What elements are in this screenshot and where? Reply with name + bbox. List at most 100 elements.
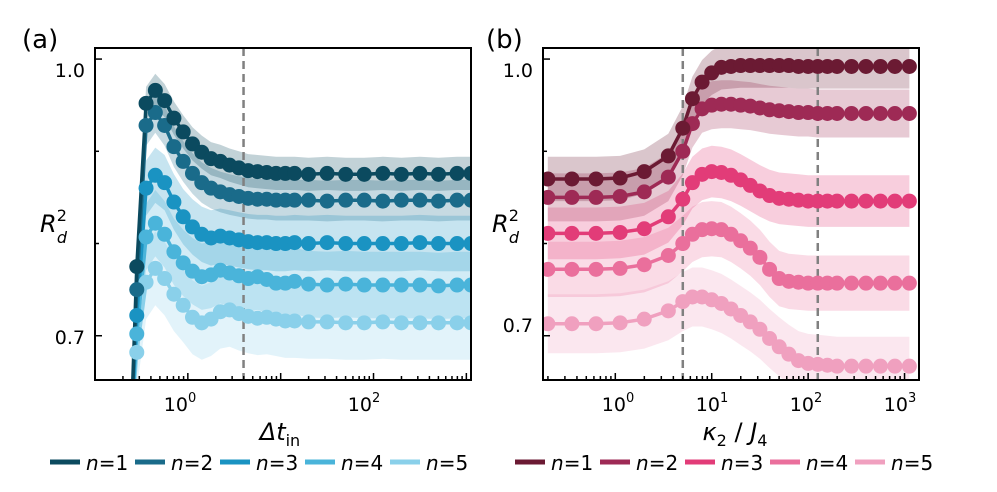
panel-a-band-n=3 [133, 147, 471, 380]
panel-a-point-n=1-18 [301, 166, 317, 182]
panel-a-point-n=3-26 [449, 236, 465, 252]
panel-b-point-n=4-13 [742, 240, 758, 256]
legend-a-label-n2: n=2 [171, 451, 213, 475]
panel-b-band-n=1 [547, 48, 910, 202]
panel-b-point-n=1-23 [844, 58, 860, 74]
panel-b-point-n=4-3 [612, 260, 628, 276]
panel-b-point-n=2-0 [543, 189, 556, 205]
panel-a-point-n=3-4 [166, 194, 182, 210]
panel-b-point-n=4-5 [660, 248, 676, 263]
panel-b-point-n=5-25 [872, 358, 888, 374]
panel-a-point-n=5-0 [129, 344, 145, 360]
legend-a-item-n5: n=5 [390, 451, 468, 475]
panel-a-point-n=4-3 [157, 226, 173, 242]
legend-a-item-n2: n=2 [135, 451, 213, 475]
panel-a-point-n=5-4 [166, 286, 182, 302]
legend-a-label-n1: n=1 [86, 451, 128, 475]
panel-b-point-n=4-1 [564, 261, 580, 277]
panel-b-point-n=4-14 [752, 249, 768, 265]
legend-b-item-n3: n=3 [685, 451, 763, 475]
panel-a-point-n=4-27 [463, 277, 471, 293]
panel-a-point-n=1-0 [129, 259, 145, 275]
panel-a-point-n=2-2 [147, 105, 163, 121]
legend-b-label-n3: n=3 [721, 451, 763, 475]
panel-b-point-n=4-23 [844, 275, 860, 291]
panel-b-point-n=1-6 [675, 120, 691, 136]
panel-a-point-n=1-23 [393, 166, 409, 182]
panel-a-point-n=3-19 [319, 235, 335, 251]
panel-a-point-n=4-1 [138, 229, 154, 245]
panel-a-ylabel: R2 d [40, 206, 68, 247]
panel-a-point-n=5-19 [319, 314, 335, 330]
panel-b-xtick-label-10^2: 102 [790, 391, 822, 416]
panel-a-point-n=5-25 [431, 315, 447, 331]
panel-a-point-n=4-0 [129, 326, 145, 342]
panel-b-point-n=1-8 [694, 74, 710, 90]
panel-b-xtick-label-10^3: 103 [884, 391, 916, 416]
panel-a-point-n=3-25 [431, 236, 447, 252]
panel-a-point-n=4-17 [287, 273, 303, 289]
panel-b-point-n=1-4 [636, 164, 652, 180]
panel-b-xlabel: κ2 / J4 [703, 418, 768, 450]
panel-b-point-n=5-14 [752, 321, 768, 337]
panel-b-point-n=4-27 [901, 275, 917, 291]
panel-a-point-n=2-4 [166, 139, 182, 155]
panel-a-point-n=5-18 [301, 314, 317, 330]
panel-a-point-n=1-3 [157, 93, 173, 109]
panel-a-point-n=1-24 [412, 165, 428, 181]
legend-a-item-n1: n=1 [50, 451, 128, 475]
panel-b-xtick-label-10^1: 101 [696, 391, 728, 416]
panel-a-point-n=1-25 [431, 166, 447, 182]
panel-a-point-n=2-26 [449, 192, 465, 208]
panel-b-vlines [681, 48, 820, 380]
panel-b-point-n=2-24 [858, 105, 874, 121]
panel-b-point-n=3-27 [901, 193, 917, 209]
panel-b-point-n=5-27 [901, 358, 917, 374]
panel-a-point-n=2-21 [356, 192, 372, 208]
panel-a-point-n=4-24 [412, 277, 428, 293]
panel-b-point-n=4-24 [858, 275, 874, 291]
panel-b-point-n=1-1 [564, 171, 580, 187]
panel-a-point-n=1-4 [166, 110, 182, 126]
panel-a-point-n=2-19 [319, 193, 335, 209]
panel-a-point-n=5-2 [147, 260, 163, 276]
panel-b-point-n=3-1 [564, 225, 580, 241]
panel-b-point-n=2-2 [588, 189, 604, 205]
panel-b-point-n=5-26 [887, 358, 903, 374]
panel-a-xlabel: Δtin [258, 418, 300, 450]
panel-b-point-n=4-6 [675, 236, 691, 252]
panel-b-point-n=3-5 [660, 209, 676, 225]
panel-b-point-n=3-22 [829, 193, 845, 209]
panel-a-point-n=1-27 [463, 165, 471, 181]
panel-a-frame [94, 47, 472, 381]
panel-b-point-n=3-4 [636, 221, 652, 237]
panel-a-point-n=3-1 [138, 180, 154, 196]
legend-b-item-n5: n=5 [855, 451, 933, 475]
panel-a-point-n=2-27 [463, 192, 471, 208]
panel-a-band-n=5 [133, 231, 471, 380]
panel-a-point-n=4-4 [166, 244, 182, 260]
legend-a-label-n5: n=5 [426, 451, 468, 475]
panel-b-point-n=4-0 [543, 261, 556, 277]
panel-b-point-n=2-1 [564, 189, 580, 205]
panel-b-point-n=1-3 [612, 170, 628, 186]
panel-a-point-n=5-17 [287, 313, 303, 329]
panel-b-point-n=2-23 [844, 105, 860, 121]
panel-b-point-n=5-1 [564, 316, 580, 332]
panel-b-point-n=3-6 [675, 191, 691, 207]
panel-a-point-n=1-20 [338, 166, 354, 182]
panel-a-point-n=1-19 [319, 165, 335, 181]
panel-b-point-n=4-15 [762, 261, 778, 277]
panel-b-point-n=2-25 [872, 105, 888, 121]
panel-a-point-n=2-24 [412, 192, 428, 208]
panel-b-point-n=3-26 [887, 193, 903, 209]
legend: n=1 n=2 n=3 n=4 n=5 n=1 n=2 n=3 [50, 451, 933, 475]
panel-a: (a) 0.7 1.0 100 102 Δtin R2 d [22, 25, 472, 450]
panel-b-point-n=2-3 [612, 188, 628, 204]
panel-a-point-n=1-21 [356, 166, 372, 182]
panel-a-point-n=2-23 [393, 192, 409, 208]
legend-a-item-n4: n=4 [305, 451, 383, 475]
panel-a-point-n=3-24 [412, 235, 428, 251]
legend-b-label-n5: n=5 [891, 451, 933, 475]
panel-a-point-n=4-2 [147, 215, 163, 231]
